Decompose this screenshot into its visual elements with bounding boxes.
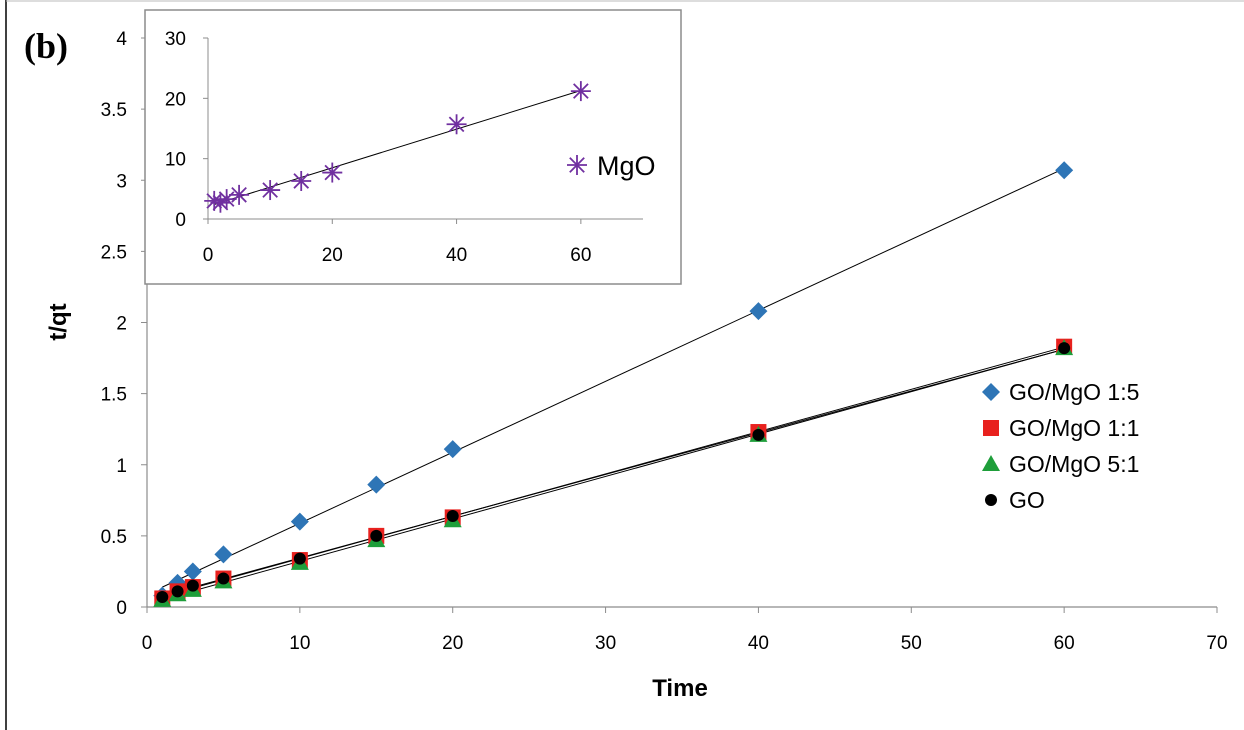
x-tick-label: 10 [289,633,310,654]
inset-y-tick-label: 20 [165,89,186,110]
x-tick-label: 40 [748,633,769,654]
y-tick-label: 0 [116,598,127,619]
legend-marker [982,455,1000,471]
y-tick-label: 4 [116,29,127,50]
inset-y-tick-labels: 0 10 20 30 [165,29,186,231]
y-tick-label: 1 [116,456,127,477]
data-point [1055,161,1074,180]
trendline [162,168,1065,588]
data-point [183,562,202,581]
data-point [186,579,199,592]
data-point [214,545,233,564]
data-point [156,591,169,604]
x-tick-label: 0 [142,633,153,654]
data-point [446,509,459,522]
trendline [162,348,1065,597]
data-point [370,529,383,542]
x-tick-label: 50 [901,633,922,654]
data-point [367,475,386,494]
y-axis-title: t/qt [45,303,72,340]
x-tick-label: 30 [595,633,616,654]
inset-data-point [229,184,250,205]
inset-x-tick-label: 20 [322,245,343,266]
trendline [162,348,1065,600]
legend-marker [985,494,997,506]
legend-label: GO/MgO 1:5 [1009,379,1139,405]
data-point [752,428,765,441]
x-tick-label: 20 [442,633,463,654]
inset-data-point [291,170,312,191]
inset-data-point [570,81,591,102]
x-tick-label: 60 [1054,633,1075,654]
data-point [290,512,309,531]
inset-data-point [322,162,343,183]
legend-label: GO [1009,487,1045,513]
inset-y-tick-label: 30 [165,29,186,50]
main-tick-marks [141,37,1218,613]
inset-data-point [446,114,467,135]
inset-legend: MgO [567,151,656,181]
y-tick-label: 3 [116,171,127,192]
y-tick-label: 3.5 [101,100,127,121]
inset-legend-label: MgO [597,151,656,181]
legend-label: GO/MgO 1:1 [1009,415,1139,441]
y-tick-label: 2 [116,314,127,335]
main-legend: GO/MgO 1:5 GO/MgO 1:1 GO/MgO 5:1 GO [982,379,1139,513]
main-data-points [153,161,1074,607]
x-tick-label: 70 [1206,633,1227,654]
data-point [1058,342,1071,355]
inset-x-tick-label: 40 [446,245,467,266]
inset-tick-marks [203,37,582,224]
data-point [171,585,184,598]
data-point [293,552,306,565]
legend-label: GO/MgO 5:1 [1009,451,1139,477]
y-tick-label: 2.5 [101,242,127,263]
inset-data-point [260,180,281,201]
main-x-tick-labels: 0 10 20 30 40 50 60 70 [142,633,1228,654]
data-point [217,572,230,585]
inset-x-tick-label: 0 [203,245,214,266]
data-point [443,440,462,459]
inset-y-tick-label: 0 [175,210,186,231]
data-point [749,302,768,321]
x-axis-title: Time [652,675,708,702]
panel-label: (b) [24,26,68,66]
y-tick-label: 0.5 [101,527,127,548]
inset-data-points [204,81,591,213]
legend-marker [982,383,1000,401]
main-y-tick-labels: 0 0.5 1 1.5 2 2.5 3 3.5 4 [101,29,128,619]
main-trendlines [162,168,1065,600]
inset-x-tick-label: 60 [570,245,591,266]
legend-marker [983,420,999,436]
inset-frame [144,9,682,285]
inset-y-tick-label: 10 [165,150,186,171]
inset-x-tick-labels: 0 20 40 60 [203,245,592,266]
y-tick-label: 1.5 [101,385,127,406]
inset-legend-marker [567,155,587,175]
